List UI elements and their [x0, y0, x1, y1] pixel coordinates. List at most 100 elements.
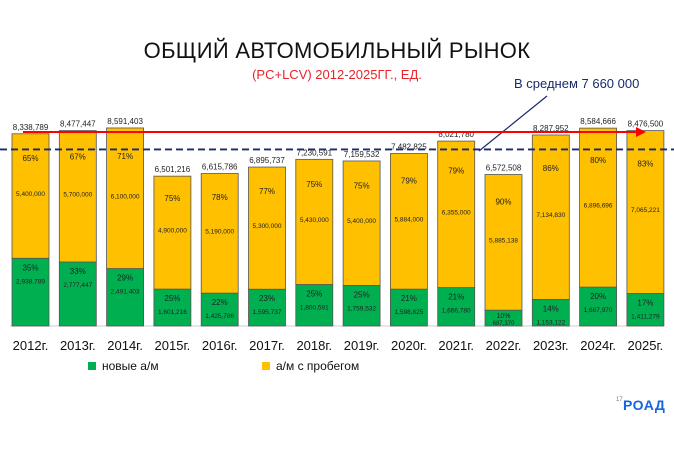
value-used-label: 5,300,000 [253, 223, 282, 230]
bar-new-2015г. [153, 288, 192, 327]
value-new-label: 1,425,786 [205, 313, 234, 320]
x-tick-label: 2022г. [486, 338, 522, 353]
pct-new-label: 17% [637, 298, 653, 307]
bar-used-2025г. [626, 130, 665, 294]
value-used-label: 7,065,221 [631, 207, 660, 214]
pct-used-label: 86% [543, 164, 559, 173]
bar-new-2025г. [626, 293, 665, 327]
value-new-label: 1,601,216 [158, 309, 187, 316]
bar-new-2021г. [437, 287, 476, 327]
bar-used-2023г. [531, 134, 570, 300]
value-used-label: 5,700,000 [63, 191, 92, 198]
total-label: 8,338,789 [13, 123, 49, 132]
pct-new-label: 23% [259, 294, 275, 303]
bar-new-2024г. [579, 286, 617, 327]
value-used-label: 5,400,000 [347, 218, 376, 225]
x-tick-label: 2018г. [296, 338, 332, 353]
x-tick-label: 2012г. [13, 338, 49, 353]
total-label: 8,287,952 [533, 124, 569, 133]
pct-used-label: 83% [637, 159, 653, 168]
x-tick-label: 2015г. [155, 338, 191, 353]
value-new-label: 2,938,789 [16, 278, 45, 285]
x-tick-label: 2020г. [391, 338, 427, 353]
bar-used-2022г. [484, 174, 523, 311]
bar-used-2024г. [579, 127, 617, 288]
value-new-label: 1,153,122 [536, 319, 565, 326]
pct-used-label: 80% [590, 156, 606, 165]
bar-new-2014г. [106, 268, 144, 327]
pct-used-label: 90% [495, 197, 511, 206]
pct-new-label: 22% [212, 298, 228, 307]
pct-used-label: 75% [306, 180, 322, 189]
bar-new-2013г. [58, 261, 97, 327]
bar-used-2020г. [389, 153, 428, 290]
total-label: 8,477,447 [60, 120, 96, 129]
pct-new-label: 25% [306, 289, 322, 298]
pct-new-label: 25% [164, 294, 180, 303]
legend-label-used: а/м с пробегом [276, 359, 360, 373]
value-new-label: 1,598,825 [394, 309, 423, 316]
bar-used-2021г. [437, 140, 476, 288]
x-tick-label: 2016г. [202, 338, 238, 353]
total-label: 8,476,500 [628, 120, 664, 129]
legend-swatch-new [88, 362, 96, 370]
bar-new-2019г. [342, 285, 381, 327]
pct-new-label: 29% [117, 274, 133, 283]
value-new-label: 687,370 [493, 321, 515, 327]
pct-new-label: 14% [543, 304, 559, 313]
value-used-label: 6,355,000 [442, 209, 471, 216]
total-label: 6,501,216 [155, 165, 191, 174]
chart-subtitle: (PC+LCV) 2012-2025ГГ., ЕД. [252, 67, 422, 82]
pct-used-label: 75% [354, 181, 370, 190]
bar-new-2020г. [389, 288, 428, 327]
pct-used-label: 78% [212, 193, 228, 202]
pct-new-label: 21% [448, 293, 464, 302]
bar-new-2023г. [531, 299, 570, 327]
value-used-label: 5,430,000 [300, 217, 329, 224]
value-used-label: 6,896,696 [584, 203, 613, 210]
value-used-label: 6,100,000 [111, 193, 140, 200]
pct-new-label: 21% [401, 294, 417, 303]
x-tick-label: 2017г. [249, 338, 285, 353]
page-number: 17 [616, 397, 623, 403]
total-label: 8,021,780 [438, 130, 474, 139]
x-tick-label: 2014г. [107, 338, 143, 353]
x-tick-label: 2024г. [580, 338, 616, 353]
pct-new-label: 20% [590, 292, 606, 301]
legend-swatch-used [262, 362, 270, 370]
x-tick-label: 2013г. [60, 338, 96, 353]
pct-used-label: 65% [22, 154, 38, 163]
bar-new-2017г. [248, 288, 286, 327]
x-tick-label: 2025г. [628, 338, 664, 353]
trend-arrow-icon [636, 127, 646, 137]
value-used-label: 5,190,000 [205, 228, 234, 235]
value-used-label: 5,884,000 [394, 216, 423, 223]
pct-new-label: 10% [496, 313, 510, 320]
bar-used-2016г. [200, 173, 239, 294]
legend-item-used: а/м с пробегом [262, 359, 359, 373]
bar-used-2015г. [153, 175, 192, 290]
x-tick-label: 2021г. [438, 338, 474, 353]
pct-used-label: 71% [117, 152, 133, 161]
total-label: 7,159,532 [344, 150, 380, 159]
value-new-label: 1,687,970 [584, 307, 613, 314]
pct-new-label: 33% [70, 267, 86, 276]
bar-used-2014г. [106, 127, 144, 269]
pct-used-label: 75% [164, 194, 180, 203]
average-label: В среднем 7 660 000 [514, 76, 640, 91]
value-new-label: 1,800,591 [300, 304, 329, 311]
value-used-label: 7,134,830 [536, 212, 565, 219]
total-label: 6,895,737 [249, 156, 285, 165]
bar-used-2012г. [11, 133, 50, 259]
total-label: 7,230,591 [297, 148, 333, 157]
value-used-label: 4,900,000 [158, 228, 187, 235]
pct-new-label: 25% [354, 290, 370, 299]
bar-used-2019г. [342, 160, 381, 286]
total-label: 8,591,403 [107, 117, 143, 126]
value-used-label: 5,885,138 [489, 237, 518, 244]
legend-label-new: новые а/м [102, 359, 159, 373]
value-new-label: 2,777,447 [63, 282, 92, 289]
value-new-label: 1,759,532 [347, 305, 376, 312]
